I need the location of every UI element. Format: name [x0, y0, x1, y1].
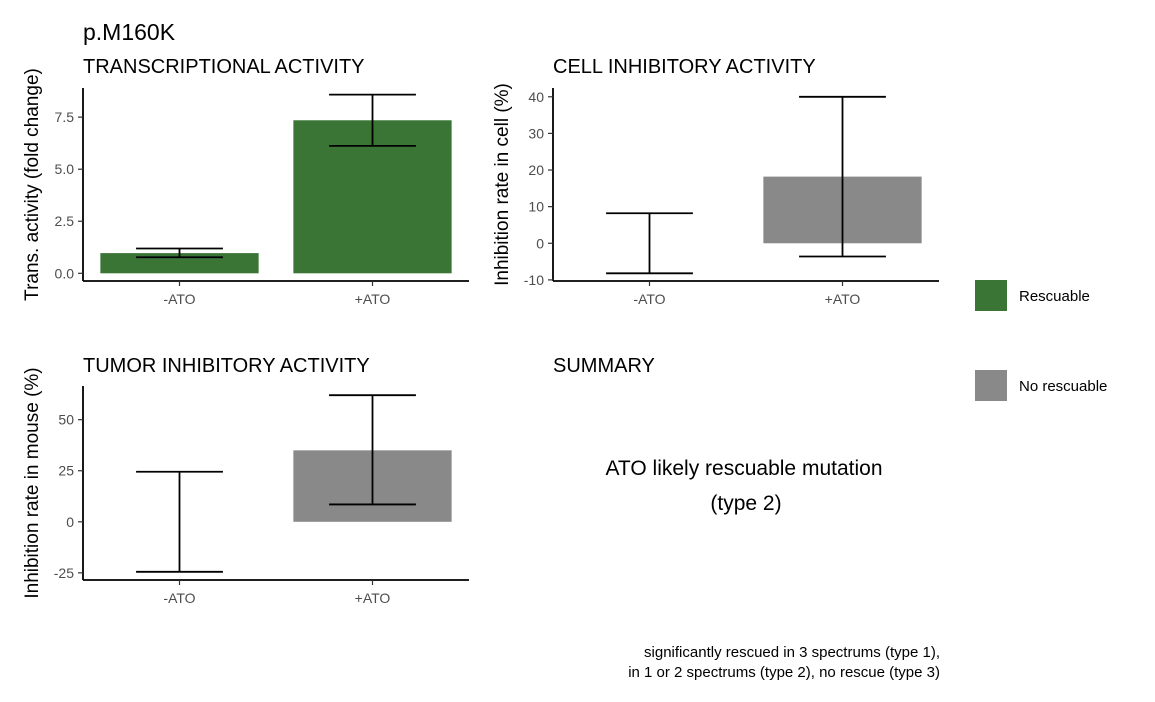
y-tick-label-2-1: 0	[66, 514, 74, 530]
y-tick-label-0-0: 0.0	[55, 265, 75, 281]
y-tick-label-1-4: 30	[528, 125, 544, 141]
x-tick-label-0-1: +ATO	[355, 291, 391, 307]
caption-line-1: significantly rescued in 3 spectrums (ty…	[644, 644, 940, 661]
x-tick-label-1-1: +ATO	[825, 291, 861, 307]
y-tick-label-1-1: 0	[536, 235, 544, 251]
y-tick-label-0-1: 2.5	[55, 213, 75, 229]
y-tick-label-1-2: 10	[528, 199, 544, 215]
y-tick-label-0-3: 7.5	[55, 109, 75, 125]
y-tick-label-1-0: -10	[524, 272, 544, 288]
x-tick-label-2-0: -ATO	[163, 590, 195, 606]
y-tick-label-2-0: -25	[54, 565, 74, 581]
legend-swatch-no-rescuable	[975, 370, 1007, 401]
panel-title-transcriptional: TRANSCRIPTIONAL ACTIVITY	[83, 56, 365, 78]
charts-layer: 0.0 2.5 5.0 7.5 -ATO +ATO Trans. activity (fol…	[22, 68, 939, 606]
panel-title-cell: CELL INHIBITORY ACTIVITY	[553, 56, 816, 78]
y-axis-title-2: Inhibition rate in mouse (%)	[22, 367, 43, 598]
y-tick-label-0-2: 5.0	[55, 161, 75, 177]
caption-line-2: in 1 or 2 spectrums (type 2), no rescue …	[628, 664, 940, 681]
x-tick-label-0-0: -ATO	[163, 291, 195, 307]
x-tick-label-1-0: -ATO	[633, 291, 665, 307]
figure-title: p.M160K	[83, 19, 176, 45]
y-tick-label-2-3: 50	[58, 412, 74, 428]
y-tick-label-1-3: 20	[528, 162, 544, 178]
legend-swatch-rescuable	[975, 280, 1007, 311]
y-axis-title-1: Inhibition rate in cell (%)	[492, 83, 513, 286]
y-tick-label-2-2: 25	[58, 463, 74, 479]
panel-title-summary: SUMMARY	[553, 355, 655, 377]
x-tick-label-2-1: +ATO	[355, 590, 391, 606]
summary-line-2: (type 2)	[710, 492, 781, 515]
y-tick-label-1-5: 40	[528, 89, 544, 105]
panel-title-tumor: TUMOR INHIBITORY ACTIVITY	[83, 355, 370, 377]
y-axis-title-0: Trans. activity (fold change)	[22, 68, 43, 301]
legend-label-no-rescuable: No rescuable	[1019, 378, 1107, 395]
summary-line-1: ATO likely rescuable mutation	[605, 457, 882, 480]
legend-label-rescuable: Rescuable	[1019, 288, 1090, 305]
